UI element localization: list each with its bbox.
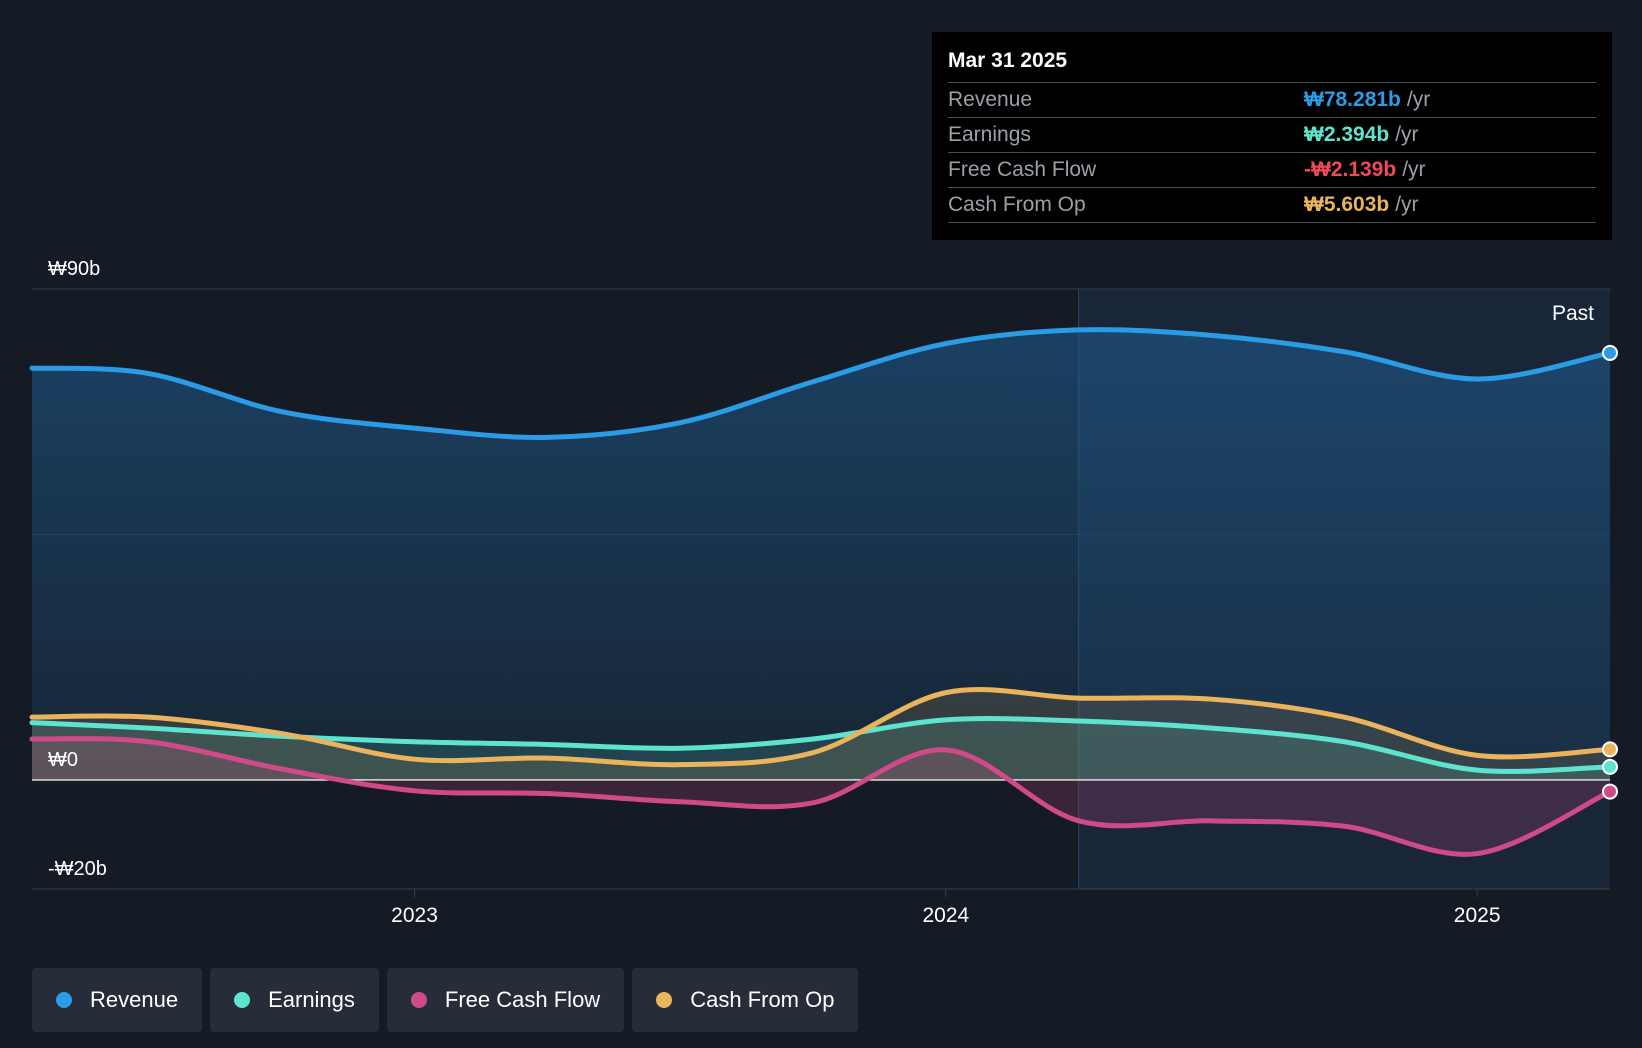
legend-dot-icon [56, 992, 72, 1008]
data-point-free-cash-flow [1602, 783, 1618, 800]
area-revenue [32, 329, 1610, 780]
data-point-cash-from-op [1602, 741, 1618, 758]
tooltip-unit: /yr [1395, 123, 1419, 146]
past-label: Past [1552, 302, 1594, 325]
series-line-revenue [29, 327, 1613, 440]
tooltip-unit: /yr [1402, 158, 1426, 181]
legend-label: Earnings [268, 987, 355, 1012]
legend-dot-icon [410, 992, 427, 1008]
tooltip-label: Free Cash Flow [948, 158, 1097, 181]
tooltip-value: -₩2.139b [1304, 158, 1397, 181]
legend-item-revenue[interactable]: Revenue [32, 968, 203, 1032]
y-tick-label: ₩90b [48, 258, 100, 280]
legend-label: Cash From Op [690, 987, 835, 1012]
tooltip-unit: /yr [1406, 88, 1431, 111]
y-tick-label: -₩20b [48, 858, 107, 880]
area-free-cash-flow [32, 738, 1610, 855]
legend-label: Free Cash Flow [444, 987, 601, 1012]
data-point-earnings [1602, 758, 1618, 775]
tooltip-row-free-cash-flow: Free Cash Flow -₩2.139b /yr [948, 152, 1596, 187]
tooltip-unit: /yr [1395, 193, 1419, 216]
tooltip-label: Cash From Op [948, 193, 1086, 216]
tooltip-value: ₩2.394b [1304, 123, 1390, 146]
data-point-revenue [1602, 344, 1618, 361]
x-tick-label: 2025 [1454, 904, 1501, 927]
tooltip-value: ₩78.281b [1304, 88, 1401, 111]
y-tick-label: ₩0 [48, 749, 78, 771]
area-cash-from-op [32, 689, 1610, 780]
x-tick-label: 2023 [391, 904, 438, 927]
tooltip-row-cash-from-op: Cash From Op ₩5.603b /yr [948, 187, 1596, 223]
tooltip-row-earnings: Earnings ₩2.394b /yr [948, 117, 1596, 152]
tooltip-label: Revenue [948, 88, 1033, 111]
series-line-earnings [29, 716, 1613, 774]
tooltip-value: ₩5.603b [1304, 193, 1390, 216]
x-tick-label: 2024 [922, 904, 969, 927]
legend-dot-icon [234, 992, 251, 1008]
tooltip-row-revenue: Revenue ₩78.281b /yr [948, 82, 1596, 117]
legend-label: Revenue [90, 987, 179, 1012]
chart-legend: Revenue Earnings Free Cash Flow Cash Fro… [32, 968, 859, 1032]
tooltip-date: Mar 31 2025 [948, 49, 1068, 72]
legend-item-free-cash-flow[interactable]: Free Cash Flow [386, 968, 625, 1032]
legend-item-cash-from-op[interactable]: Cash From Op [632, 968, 859, 1032]
legend-dot-icon [656, 992, 673, 1008]
series-line-free-cash-flow [29, 736, 1613, 857]
tooltip-label: Earnings [948, 123, 1031, 146]
hover-tooltip: Mar 31 2025 Revenue ₩78.281b /yr Earning… [932, 32, 1612, 240]
legend-item-earnings[interactable]: Earnings [210, 968, 379, 1032]
